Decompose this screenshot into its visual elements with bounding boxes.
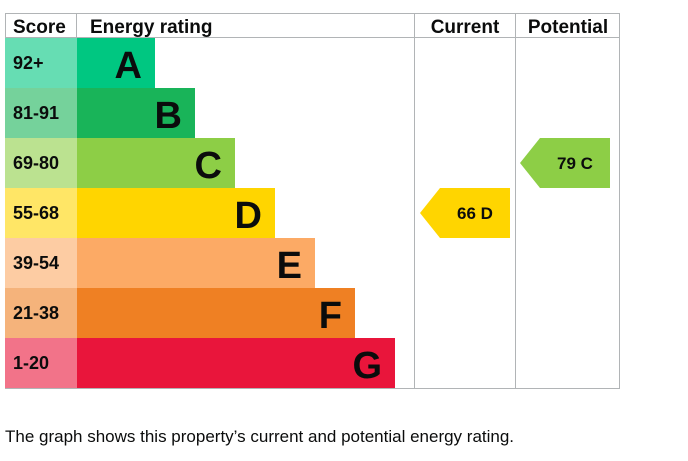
band-letter: A [115, 45, 142, 87]
band-letter: F [319, 295, 342, 337]
score-header: Score [13, 17, 66, 38]
rating-bar [77, 238, 315, 288]
score-cell [5, 338, 77, 388]
band-letter: D [235, 195, 262, 237]
score-label: 21-38 [13, 303, 59, 323]
score-label: 92+ [13, 53, 44, 73]
energy-rating-header: Energy rating [90, 17, 212, 38]
score-cell [5, 288, 77, 338]
score-cell [5, 138, 77, 188]
band-letter: G [352, 345, 382, 387]
potential-header: Potential [528, 17, 608, 38]
score-cell [5, 188, 77, 238]
rating-bar [77, 188, 275, 238]
rating-bar [77, 88, 195, 138]
band-c: 69-80 C [5, 138, 235, 188]
band-letter: B [155, 95, 182, 137]
current-rating-marker-label: 66 D [457, 204, 493, 223]
score-cell [5, 238, 77, 288]
score-label: 55-68 [13, 203, 59, 223]
energy-rating-chart: Score Energy rating Current Potential 92… [5, 13, 620, 389]
current-header: Current [431, 17, 500, 38]
rating-bar [77, 288, 355, 338]
rating-bands: 92+ A 81-91 B 69-80 C 55-68 D 39-54 E 21-38 F 1-20 G [5, 38, 395, 388]
score-label: 39-54 [13, 253, 59, 273]
score-label: 69-80 [13, 153, 59, 173]
potential-rating-marker: 79 C [520, 138, 610, 188]
band-g: 1-20 G [5, 338, 395, 388]
band-d: 55-68 D [5, 188, 275, 238]
rating-bar [77, 138, 235, 188]
band-a: 92+ A [5, 38, 155, 88]
score-cell [5, 88, 77, 138]
band-letter: E [277, 245, 302, 287]
rating-bar [77, 38, 155, 88]
current-rating-marker-arrow [420, 188, 510, 238]
rating-markers: 66 D 79 C [420, 138, 610, 238]
potential-rating-marker-arrow [520, 138, 610, 188]
band-f: 21-38 F [5, 288, 355, 338]
score-cell [5, 38, 77, 88]
score-label: 81-91 [13, 103, 59, 123]
current-rating-marker: 66 D [420, 188, 510, 238]
band-b: 81-91 B [5, 88, 195, 138]
header-row: Score Energy rating Current Potential [13, 17, 608, 38]
band-e: 39-54 E [5, 238, 315, 288]
chart-caption: The graph shows this property’s current … [5, 427, 515, 446]
potential-rating-marker-label: 79 C [557, 154, 593, 173]
rating-bar [77, 338, 395, 388]
band-letter: C [195, 145, 222, 187]
score-label: 1-20 [13, 353, 49, 373]
